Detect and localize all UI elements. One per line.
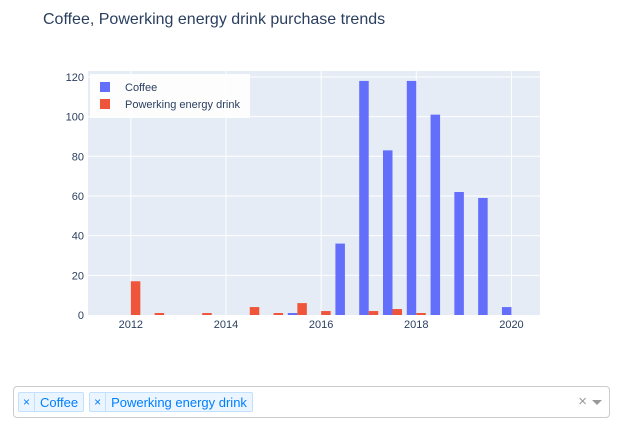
bar-coffee[interactable] — [335, 243, 345, 315]
bar-coffee[interactable] — [382, 150, 393, 315]
legend-label[interactable]: Coffee — [125, 82, 157, 94]
bar-coffee[interactable] — [430, 114, 441, 315]
legend-swatch — [100, 99, 110, 109]
bar-chart: 2012 2014 2016 2018 2020 0 20 40 60 80 100 120 Cof… — [66, 71, 540, 331]
bars — [130, 80, 512, 315]
bar-powerking[interactable] — [368, 311, 379, 315]
bar-powerking[interactable] — [416, 313, 426, 315]
x-tick-label: 2018 — [404, 319, 428, 331]
bar-powerking[interactable] — [273, 313, 284, 315]
bar-coffee[interactable] — [454, 192, 464, 315]
y-tick-label: 80 — [72, 151, 84, 163]
bar-powerking[interactable] — [202, 313, 212, 315]
bar-coffee[interactable] — [359, 80, 369, 315]
y-tick-label: 60 — [72, 191, 84, 203]
y-tick-label: 40 — [72, 231, 84, 243]
x-tick-label: 2014 — [214, 319, 238, 331]
tag-coffee: × Coffee — [18, 392, 85, 412]
tag-powerking-label: Powerking energy drink — [111, 394, 247, 410]
bar-powerking[interactable] — [392, 309, 403, 315]
clear-all-icon[interactable]: × — [578, 393, 587, 410]
bar-powerking[interactable] — [321, 311, 331, 315]
y-axis: 0 20 40 60 80 100 120 — [66, 72, 84, 322]
y-tick-label: 20 — [72, 270, 84, 282]
bar-powerking[interactable] — [249, 307, 260, 315]
remove-coffee-icon[interactable]: × — [19, 393, 35, 411]
x-tick-label: 2012 — [119, 319, 143, 331]
y-tick-label: 100 — [66, 112, 84, 124]
bar-coffee[interactable] — [406, 80, 417, 315]
legend-box — [90, 74, 250, 118]
bar-powerking[interactable] — [297, 303, 307, 315]
remove-powerking-icon[interactable]: × — [90, 393, 107, 411]
legend[interactable]: Coffee Powerking energy drink — [90, 74, 250, 118]
y-tick-label: 120 — [66, 72, 84, 84]
bar-coffee[interactable] — [287, 313, 298, 315]
tag-coffee-label: Coffee — [40, 394, 79, 410]
legend-swatch — [100, 82, 110, 92]
chart-title: Coffee, Powerking energy drink purchase … — [43, 11, 386, 28]
bar-coffee[interactable] — [501, 307, 512, 315]
bar-coffee[interactable] — [478, 197, 488, 315]
bar-powerking[interactable] — [130, 281, 141, 315]
y-tick-label: 0 — [78, 310, 84, 322]
dropdown-arrow-icon[interactable] — [592, 400, 602, 405]
tag-powerking: × Powerking energy drink — [89, 392, 253, 412]
bar-powerking[interactable] — [154, 313, 165, 315]
x-tick-label: 2016 — [309, 319, 333, 331]
x-axis: 2012 2014 2016 2018 2020 — [119, 319, 524, 331]
legend-label[interactable]: Powerking energy drink — [125, 99, 240, 111]
x-tick-label: 2020 — [499, 319, 523, 331]
product-multi-select[interactable]: × Coffee × Powerking energy drink × — [13, 386, 610, 418]
